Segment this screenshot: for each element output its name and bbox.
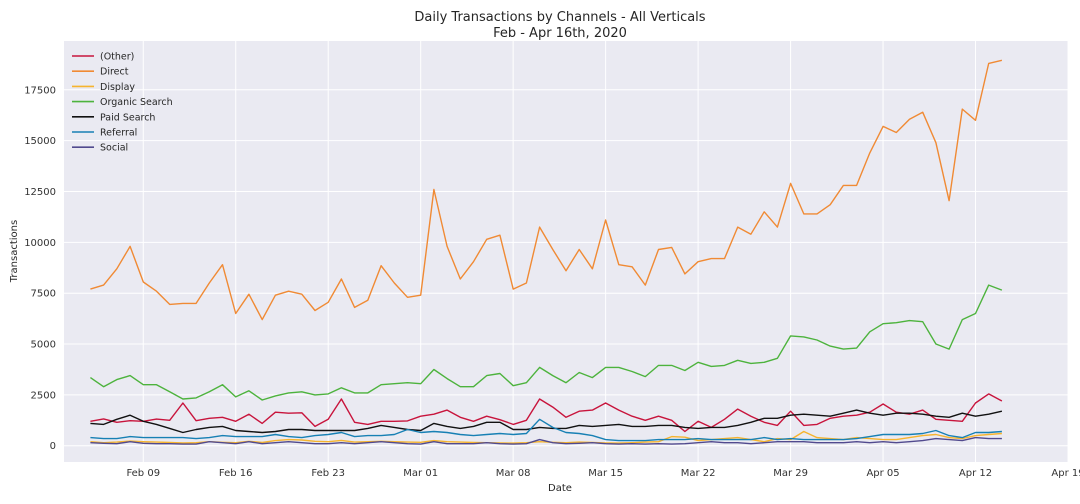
y-tick-label: 7500: [31, 289, 56, 300]
x-tick-label: Mar 15: [588, 468, 623, 479]
x-tick-label: Mar 29: [773, 468, 808, 479]
legend: (Other) Direct Display Organic Search Paid S…: [72, 52, 173, 154]
y-tick-label: 15000: [24, 136, 56, 147]
y-tick-label: 5000: [31, 340, 56, 351]
y-axis-label: Transactions: [9, 220, 20, 283]
x-tick-label: Apr 12: [959, 468, 992, 479]
x-tick-label: Feb 16: [219, 468, 253, 479]
x-tick-label: Mar 08: [496, 468, 531, 479]
y-tick-label: 17500: [24, 85, 56, 96]
legend-label-display: Display: [100, 82, 135, 93]
series-line-social: [90, 436, 1002, 445]
y-tick-label: 10000: [24, 238, 56, 249]
x-tick-label: Apr 05: [866, 468, 899, 479]
x-axis-label: Date: [548, 483, 572, 494]
series-lines: [90, 59, 1003, 445]
legend-label-referral: Referral: [100, 128, 137, 139]
grid: [64, 41, 1069, 462]
y-tick-label: 12500: [24, 187, 56, 198]
chart-title: Daily Transactions by Channels - All Ver…: [414, 10, 705, 25]
plot-background: [64, 41, 1068, 462]
legend-label-organic-search: Organic Search: [100, 97, 173, 108]
series-line-paid-search: [90, 409, 1003, 434]
series-line-referral: [90, 418, 1002, 442]
x-tick-label: Apr 19: [1051, 468, 1080, 479]
x-tick-label: Feb 23: [311, 468, 345, 479]
y-tick-label: 0: [50, 441, 56, 452]
legend-label-direct: Direct: [100, 67, 129, 78]
x-tick-label: Feb 09: [126, 468, 160, 479]
x-tick-label: Mar 01: [403, 468, 438, 479]
chart-subtitle: Feb - Apr 16th, 2020: [493, 26, 627, 41]
axis-ticks: Feb 09 Feb 16 Feb 23 Mar 01 Mar 08 Mar 15 Mar …: [24, 85, 1080, 479]
x-tick-label: Mar 22: [681, 468, 716, 479]
series-line-organic-search: [90, 284, 1003, 401]
y-tick-label: 2500: [31, 390, 56, 401]
series-line-other: [90, 393, 1003, 433]
legend-label-paid-search: Paid Search: [100, 112, 155, 123]
series-line-direct: [90, 59, 1003, 321]
legend-label-social: Social: [100, 143, 128, 154]
legend-label-other: (Other): [100, 52, 134, 63]
